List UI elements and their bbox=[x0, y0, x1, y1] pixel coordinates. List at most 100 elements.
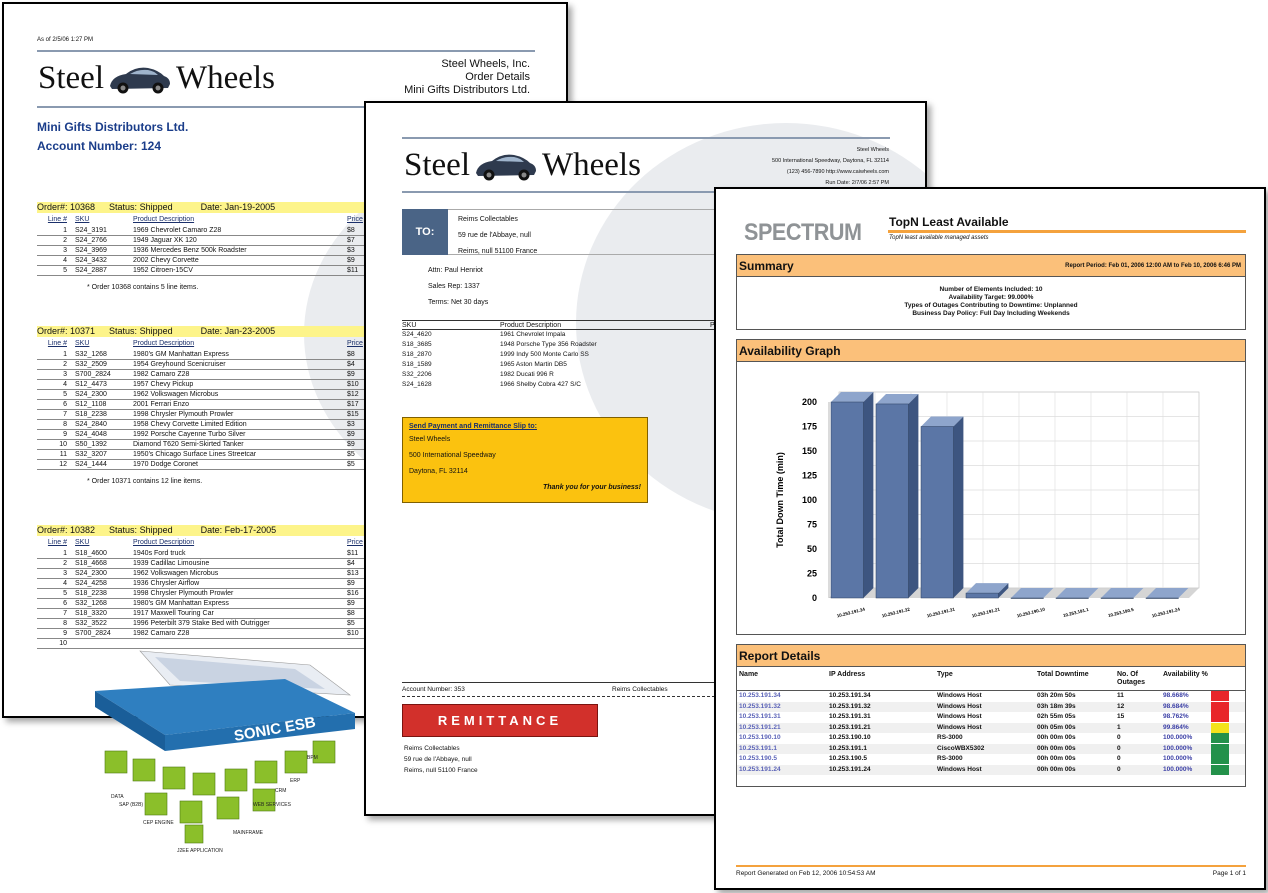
remit-line: Reims, null 51100 France bbox=[404, 767, 478, 774]
esb-label: ERP bbox=[290, 778, 301, 784]
header-desc: Product Description bbox=[133, 216, 195, 223]
report-subtitle: TopN least available managed assets bbox=[889, 235, 989, 241]
cell: S32_3207 bbox=[75, 451, 107, 458]
order-line-row: 5 S24_2887 1952 Citroen-15CV $11 bbox=[37, 266, 566, 276]
summary-header: Summary Report Period: Feb 01, 2006 12:0… bbox=[737, 255, 1245, 277]
payment-line: 500 International Speedway bbox=[409, 452, 496, 459]
detail-outages: 12 bbox=[1117, 702, 1125, 710]
item-sku: S32_2206 bbox=[402, 371, 432, 378]
header-desc: Product Description bbox=[133, 340, 195, 347]
remittance-banner: REMITTANCE bbox=[402, 704, 598, 737]
detail-downtime: 00h 05m 00s bbox=[1037, 723, 1076, 731]
details-rows: 10.253.191.34 10.253.191.34 Windows Host 03… bbox=[737, 691, 1245, 775]
order-line-row: 10 bbox=[37, 639, 566, 649]
cell: 7 bbox=[63, 411, 67, 418]
y-tick-label: 150 bbox=[802, 446, 817, 456]
company-line: Steel Wheels, Inc. bbox=[441, 58, 530, 70]
order-table-header: Line # SKU Product Description Price bbox=[37, 340, 566, 350]
address-line: 500 International Speedway, Daytona, FL … bbox=[771, 158, 889, 164]
order-date: Date: Jan-23-2005 bbox=[200, 326, 276, 336]
cell: $5 bbox=[347, 451, 355, 458]
cell: 4 bbox=[63, 381, 67, 388]
cell: $9 bbox=[347, 431, 355, 438]
cell: 2 bbox=[63, 237, 67, 244]
cell: 1940s Ford truck bbox=[133, 550, 186, 557]
order-table-header: Line # SKU Product Description Price bbox=[37, 539, 566, 549]
availability-status-swatch bbox=[1211, 722, 1229, 733]
report-footer: Report Generated on Feb 12, 2006 10:54:5… bbox=[736, 865, 1246, 877]
detail-outages: 15 bbox=[1117, 713, 1125, 720]
report-period: Report Period: Feb 01, 2006 12:00 AM to … bbox=[1065, 263, 1241, 269]
header-sku: SKU bbox=[75, 340, 90, 347]
cell: $8 bbox=[347, 351, 355, 358]
terms: Terms: Net 30 days bbox=[428, 299, 489, 306]
availability-chart: 0 25 50 75 100 125 150 175 200 Total Down Time (m… bbox=[775, 391, 1200, 619]
order-line-row: 5 S24_2300 1962 Volkswagen Microbus $12 bbox=[37, 390, 566, 400]
cell: S24_2300 bbox=[75, 391, 107, 398]
attn-block: Attn: Paul Henriot Sales Rep: 1337 Terms… bbox=[428, 263, 488, 311]
items-body: S24_4620 1961 Chevrolet Impala S18_3685 194… bbox=[402, 330, 890, 390]
bar bbox=[920, 426, 954, 599]
cell: S32_2509 bbox=[75, 361, 107, 368]
company-block: Steel Wheels, Inc. Order Details Mini Gi… bbox=[404, 58, 530, 97]
cell: 9 bbox=[63, 630, 67, 637]
page-number: Page 1 of 1 bbox=[1212, 870, 1246, 877]
order-line-row: 6 S32_1268 1980's GM Manhattan Express $9 bbox=[37, 599, 566, 609]
detail-type: Windows Host bbox=[937, 723, 982, 731]
generated-on: Report Generated on Feb 12, 2006 10:54:5… bbox=[736, 870, 876, 877]
payment-heading: Send Payment and Remittance Slip to: bbox=[409, 423, 537, 430]
order-note: * Order 10368 contains 5 line items. bbox=[87, 284, 199, 291]
report-title: TopN Least Available bbox=[889, 215, 1009, 229]
items-table: SKU Product Description P S24_4620 1961 C… bbox=[402, 320, 890, 390]
cell: 1954 Greyhound Scenicruiser bbox=[133, 361, 226, 368]
item-row: S18_1589 1965 Aston Martin DB5 bbox=[402, 360, 890, 370]
cell: 5 bbox=[63, 391, 67, 398]
title-rule bbox=[888, 230, 1246, 233]
detail-ip: 10.253.191.34 bbox=[829, 692, 871, 699]
payment-box: Send Payment and Remittance Slip to: Ste… bbox=[402, 417, 648, 503]
cell: $5 bbox=[347, 461, 355, 468]
cell: 1 bbox=[63, 550, 67, 557]
details-row: 10.253.191.34 10.253.191.34 Windows Host 03… bbox=[737, 691, 1245, 702]
cell: S12_4473 bbox=[75, 381, 107, 388]
cell: 2 bbox=[63, 560, 67, 567]
detail-ip: 10.253.190.10 bbox=[829, 734, 871, 741]
cell: 3 bbox=[63, 371, 67, 378]
cell: 1962 Volkswagen Microbus bbox=[133, 570, 219, 577]
item-sku: S18_2870 bbox=[402, 351, 432, 358]
run-date: Run Date: 2/7/06 2:57 PM bbox=[825, 180, 889, 186]
cell: 8 bbox=[63, 620, 67, 627]
details-row: 10.253.191.31 10.253.191.31 Windows Host 02… bbox=[737, 712, 1245, 723]
x-tick-label: 10.253.190.10 bbox=[1016, 607, 1046, 619]
cell: 1939 Cadillac Limousine bbox=[133, 560, 210, 567]
order-date: Date: Jan-19-2005 bbox=[200, 202, 276, 212]
col-availability: Availability % bbox=[1163, 671, 1208, 678]
summary-body: Number of Elements Included: 10 Availabi… bbox=[737, 277, 1245, 318]
esb-label: WEB SERVICES bbox=[253, 802, 291, 808]
cell: $9 bbox=[347, 600, 355, 607]
details-column-headers: Name IP Address Type Total Downtime No. … bbox=[737, 667, 1245, 691]
bar bbox=[875, 403, 909, 599]
y-tick-label: 125 bbox=[802, 471, 817, 481]
cell: 1952 Citroen-15CV bbox=[133, 267, 193, 274]
detail-ip: 10.253.191.31 bbox=[829, 713, 871, 720]
y-tick-label: 75 bbox=[807, 520, 817, 530]
sales-rep: Sales Rep: 1337 bbox=[428, 283, 480, 290]
graph-header: Availability Graph bbox=[737, 340, 1245, 362]
availability-status-swatch bbox=[1211, 691, 1229, 701]
bar-top bbox=[1011, 588, 1054, 598]
detail-name: 10.253.191.1 bbox=[739, 744, 777, 752]
y-tick-label: 100 bbox=[802, 495, 817, 505]
cell: S18_4668 bbox=[75, 560, 107, 567]
cell: S18_2238 bbox=[75, 590, 107, 597]
cell: 1998 Chrysler Plymouth Prowler bbox=[133, 411, 234, 418]
cell: S700_2824 bbox=[75, 630, 111, 637]
bar bbox=[1010, 597, 1044, 599]
header-sku: SKU bbox=[402, 322, 417, 329]
detail-type: RS-3000 bbox=[937, 755, 963, 762]
customer-name: Mini Gifts Distributors Ltd. bbox=[37, 120, 189, 134]
header-price: Price bbox=[347, 340, 363, 347]
order-line-row: 8 S24_2840 1958 Chevy Corvette Limited Edi… bbox=[37, 420, 566, 430]
payment-line: Steel Wheels bbox=[409, 436, 451, 443]
order-bar: Order#: 10368 Status: Shipped Date: Jan-19… bbox=[37, 202, 566, 213]
